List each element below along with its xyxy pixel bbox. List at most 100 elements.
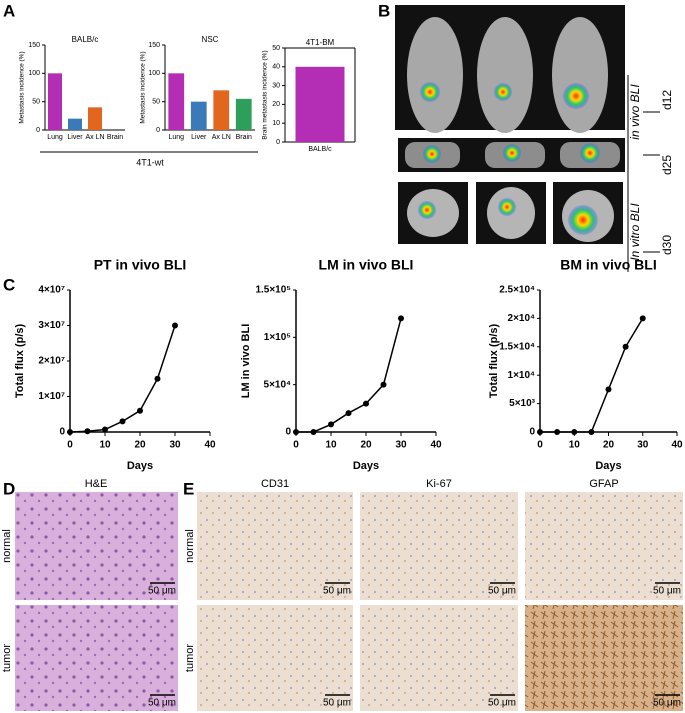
bar <box>168 73 185 130</box>
column-title: Ki-67 <box>426 478 452 490</box>
y-axis-label: Metastasis incidence (%) <box>140 51 147 123</box>
y-tick-label: 5×10³ <box>509 398 536 409</box>
group-label: 4T1-wt <box>136 157 164 167</box>
y-tick-label: 0 <box>36 127 40 134</box>
mouse <box>552 17 608 133</box>
bli-signal <box>420 82 440 102</box>
y-tick-label: 100 <box>148 70 160 77</box>
bar <box>68 118 82 130</box>
point <box>345 410 352 417</box>
x-axis-label: Days <box>127 460 153 472</box>
point <box>622 343 629 350</box>
point <box>380 381 387 388</box>
scale-bar-label: 50 μm <box>653 698 681 709</box>
point <box>588 429 595 435</box>
bli-signal <box>568 205 598 235</box>
chart-title: NSC <box>202 35 219 44</box>
bli-signal <box>503 144 521 162</box>
day-label: d12 <box>660 90 674 110</box>
x-tick-label: BALB/c <box>308 146 332 153</box>
y-tick-label: 0 <box>529 427 535 438</box>
x-tick-label: Brain <box>107 134 123 141</box>
y-axis-label: Total flux (p/s) <box>14 323 26 398</box>
histology-image <box>525 492 683 600</box>
y-tick-label: 50 <box>152 99 160 106</box>
day-label: d30 <box>660 235 674 255</box>
y-axis-label: Brain metastasis incidence (%) <box>262 50 269 139</box>
histology-image <box>15 492 178 600</box>
panel-label: E <box>183 479 194 498</box>
method-label: In vitro BLI <box>628 203 642 261</box>
y-tick-label: 150 <box>28 42 40 49</box>
histology-image <box>525 605 683 711</box>
point <box>172 322 178 329</box>
scale-bar-label: 50 μm <box>653 586 681 597</box>
chart-title: 4T1-BM <box>306 38 335 47</box>
chart-title: BM in vivo BLI <box>560 257 656 273</box>
mouse <box>477 17 533 133</box>
panel-label: A <box>3 1 15 20</box>
histology-image <box>360 605 518 711</box>
point <box>119 418 126 425</box>
x-tick-label: Brain <box>236 134 252 141</box>
y-tick-label: 2×10⁷ <box>38 356 65 367</box>
scale-bar-label: 50 μm <box>323 586 351 597</box>
x-tick-label: 40 <box>671 440 683 451</box>
point <box>293 429 299 435</box>
x-tick-label: 20 <box>134 440 146 451</box>
x-tick-label: 0 <box>67 440 73 451</box>
histology-image <box>197 492 353 600</box>
point <box>571 429 578 435</box>
x-tick-label: 30 <box>169 440 181 451</box>
y-axis-label: Total flux (p/s) <box>488 323 500 398</box>
y-tick-label: 20 <box>272 101 280 108</box>
y-axis-label: LM in vivo BLI <box>240 324 252 399</box>
panel-label: B <box>378 1 390 20</box>
column-title: GFAP <box>589 478 618 490</box>
y-tick-label: 0 <box>156 127 160 134</box>
row-label: tumor <box>1 644 13 672</box>
scale-bar-label: 50 μm <box>488 586 516 597</box>
histology-image <box>15 605 178 711</box>
y-tick-label: 1×10⁴ <box>508 370 536 381</box>
y-tick-label: 40 <box>272 64 280 71</box>
scale-bar-label: 50 μm <box>148 586 176 597</box>
x-tick-label: Ax LN <box>85 134 104 141</box>
x-tick-label: 40 <box>204 440 216 451</box>
y-tick-label: 1.5×10⁵ <box>255 285 291 296</box>
row-label: normal <box>184 529 196 563</box>
day-label: d25 <box>660 155 674 175</box>
scale-bar-label: 50 μm <box>323 698 351 709</box>
y-tick-label: 0 <box>285 427 291 438</box>
point <box>102 426 108 433</box>
x-tick-label: Liver <box>191 134 207 141</box>
y-tick-label: 1×10⁷ <box>38 391 65 402</box>
x-tick-label: Liver <box>67 134 83 141</box>
point <box>310 429 317 435</box>
method-label: in vivo BLI <box>628 84 642 140</box>
bar <box>190 101 207 130</box>
chart-title: PT in vivo BLI <box>94 257 187 273</box>
point <box>398 315 404 322</box>
bli-signal <box>580 143 600 163</box>
point <box>137 407 143 414</box>
y-tick-label: 2×10⁴ <box>508 313 536 324</box>
bar <box>88 107 102 130</box>
bli-signal <box>418 201 436 219</box>
x-tick-label: 10 <box>99 440 111 451</box>
point <box>84 428 91 435</box>
column-title: CD31 <box>261 478 289 490</box>
point <box>154 375 161 382</box>
chart-title: BALB/c <box>72 35 99 44</box>
x-tick-label: Lung <box>47 134 63 141</box>
y-tick-label: 50 <box>272 45 280 52</box>
y-tick-label: 5×10⁴ <box>264 379 292 390</box>
x-tick-label: Ax LN <box>212 134 231 141</box>
mouse <box>407 17 463 133</box>
scale-bar-label: 50 μm <box>148 698 176 709</box>
y-tick-label: 3×10⁷ <box>38 320 65 331</box>
scale-bar-label: 50 μm <box>488 698 516 709</box>
row-label: normal <box>1 529 13 563</box>
y-tick-label: 4×10⁷ <box>38 285 65 296</box>
x-tick-label: 30 <box>637 440 649 451</box>
